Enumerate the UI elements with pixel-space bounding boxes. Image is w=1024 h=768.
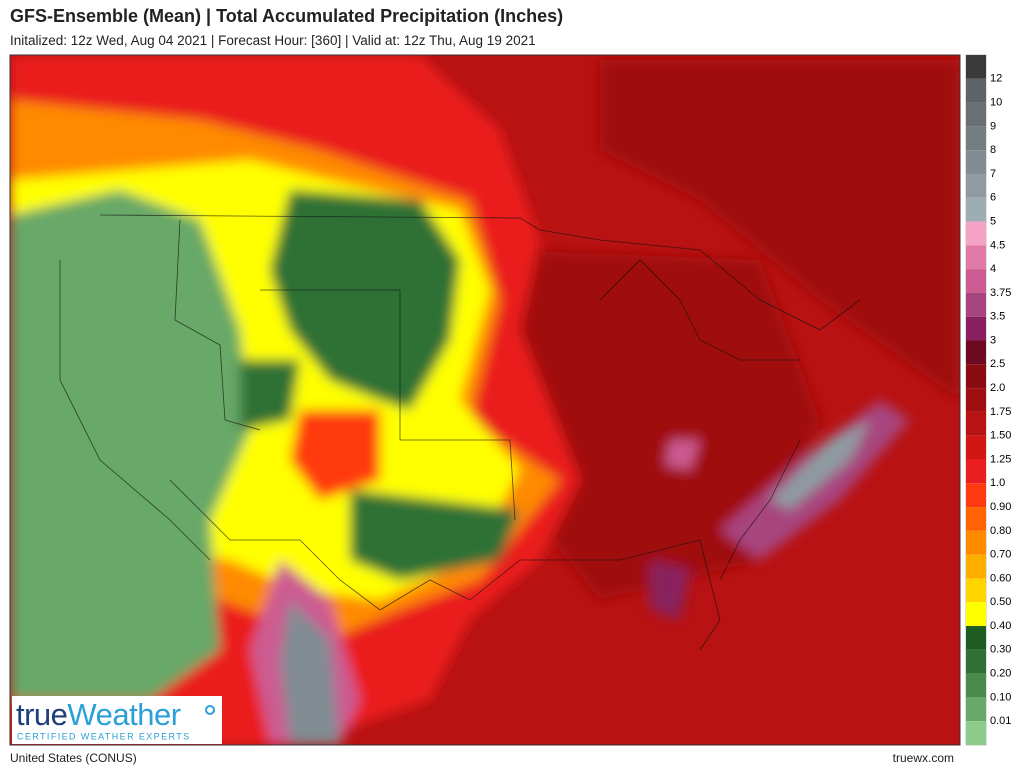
- legend-label: 3.5: [990, 311, 1005, 323]
- legend-swatch: [966, 126, 986, 151]
- legend-swatch: [966, 435, 986, 460]
- legend-swatch: [966, 78, 986, 103]
- legend-label: 6: [990, 192, 996, 204]
- footer-region: United States (CONUS): [10, 751, 137, 765]
- legend-swatch: [966, 221, 986, 246]
- legend-swatch: [966, 173, 986, 198]
- map-title: GFS-Ensemble (Mean) | Total Accumulated …: [10, 6, 564, 26]
- logo-box: [12, 696, 222, 744]
- legend-label: 2.5: [990, 358, 1005, 370]
- legend-swatch: [966, 364, 986, 389]
- legend-swatch: [966, 578, 986, 603]
- legend-swatch: [966, 316, 986, 341]
- map-frame: [9, 54, 961, 746]
- legend-label: 0.60: [990, 572, 1011, 584]
- legend-swatch: [966, 459, 986, 484]
- legend-label: 0.90: [990, 501, 1011, 513]
- legend-swatch: [966, 388, 986, 412]
- legend-label: 1.25: [990, 453, 1011, 465]
- legend-swatch: [966, 411, 986, 436]
- legend-swatch: [966, 340, 986, 365]
- legend-label: 3: [990, 334, 996, 346]
- legend-label: 4.5: [990, 239, 1005, 251]
- logo-brand: trueWeather: [16, 697, 181, 732]
- map-subtitle: Initalized: 12z Wed, Aug 04 2021 | Forec…: [10, 33, 536, 48]
- precip-field: [10, 55, 960, 745]
- legend-label: 0.01: [990, 715, 1011, 727]
- legend-swatch: [966, 649, 986, 674]
- legend-swatch: [966, 673, 986, 698]
- legend-label: 10: [990, 96, 1002, 108]
- legend-cap: [966, 55, 986, 79]
- legend-swatch: [966, 197, 986, 222]
- legend-label: 0.30: [990, 644, 1011, 656]
- legend-label: 7: [990, 168, 996, 180]
- legend-label: 8: [990, 144, 996, 156]
- legend-swatch: [966, 245, 986, 270]
- legend-swatch: [966, 483, 986, 508]
- legend-label: 0.40: [990, 620, 1011, 632]
- logo-prefix: true: [16, 697, 67, 732]
- legend-swatch: [966, 102, 986, 127]
- legend-label: 1.0: [990, 477, 1005, 489]
- logo-suffix: Weather: [67, 697, 180, 732]
- legend-swatch: [966, 269, 986, 293]
- legend-label: 0.10: [990, 691, 1011, 703]
- legend-label: 3.75: [990, 287, 1011, 299]
- legend-label: 12: [990, 73, 1002, 85]
- legend-label: 1.50: [990, 430, 1011, 442]
- legend-swatch: [966, 602, 986, 627]
- legend-label: 0.20: [990, 668, 1011, 680]
- legend-label: 1.75: [990, 406, 1011, 418]
- logo-tagline: CERTIFIED WEATHER EXPERTS: [17, 731, 191, 741]
- legend-swatch: [966, 530, 986, 555]
- legend-swatch: [966, 626, 986, 650]
- legend-swatch: [966, 292, 986, 317]
- legend-swatch: [966, 697, 986, 722]
- legend-label: 9: [990, 120, 996, 132]
- legend-label: 4: [990, 263, 996, 275]
- legend-label: 2.0: [990, 382, 1005, 394]
- logo-dot: [205, 705, 215, 715]
- legend-label: 0.80: [990, 525, 1011, 537]
- legend-label: 0.50: [990, 596, 1011, 608]
- legend-label: 5: [990, 215, 996, 227]
- legend-swatch: [966, 507, 986, 531]
- legend-swatch: [966, 150, 986, 174]
- footer-site: truewx.com: [892, 751, 954, 765]
- legend: 12 10 9 8 7 6 5 4.5 4 3.75 3.5 3 2.5 2.0 1.75 1.50 1.25 1…: [965, 54, 1011, 746]
- legend-swatch: [966, 721, 986, 745]
- legend-swatch: [966, 554, 986, 579]
- legend-label: 0.70: [990, 549, 1011, 561]
